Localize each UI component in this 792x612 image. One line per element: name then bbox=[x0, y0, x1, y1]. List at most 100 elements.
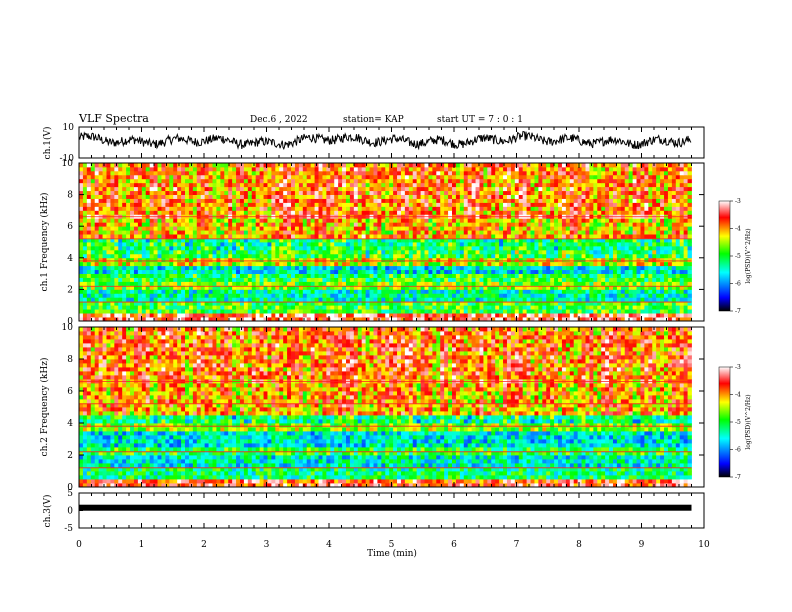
spectrogram-cell bbox=[667, 245, 673, 251]
spectrogram-cell bbox=[550, 293, 555, 298]
spectrogram-cell bbox=[338, 313, 343, 318]
spectrogram-cell bbox=[675, 202, 681, 207]
ch1-spectrogram-image bbox=[79, 163, 692, 322]
spectrogram-cell bbox=[149, 297, 154, 302]
spectrogram-cell bbox=[428, 285, 433, 290]
spectrogram-cell bbox=[267, 293, 272, 298]
spectrogram-cell bbox=[130, 234, 135, 239]
spectrogram-cell bbox=[94, 289, 100, 294]
spectrogram-cell bbox=[275, 289, 280, 294]
spectrogram-cell bbox=[145, 285, 151, 290]
spectrogram-cell bbox=[153, 238, 158, 243]
spectrogram-cell bbox=[239, 257, 245, 263]
spectrogram-cell bbox=[534, 230, 539, 235]
spectrogram-cell bbox=[554, 277, 559, 282]
spectrogram-cell bbox=[538, 230, 543, 235]
spectrogram-cell bbox=[404, 301, 410, 306]
spectrogram-cell bbox=[636, 222, 641, 227]
spectrogram-cell bbox=[251, 269, 257, 274]
spectrogram-cell bbox=[192, 218, 198, 223]
spectrogram-cell bbox=[565, 293, 571, 298]
spectrogram-cell bbox=[259, 198, 264, 203]
spectrogram-cell bbox=[365, 273, 370, 278]
spectrogram-cell bbox=[122, 226, 127, 231]
spectrogram-cell bbox=[322, 317, 327, 322]
spectrogram-cell bbox=[212, 293, 217, 298]
spectrogram-cell bbox=[338, 309, 343, 314]
spectrogram-cell bbox=[306, 317, 312, 322]
spectrogram-cell bbox=[236, 253, 241, 259]
spectrogram-cell bbox=[114, 242, 119, 247]
spectrogram-cell bbox=[137, 309, 143, 314]
spectrogram-cell bbox=[369, 301, 374, 306]
spectrogram-cell bbox=[656, 245, 661, 251]
spectrogram-cell bbox=[153, 253, 158, 259]
spectrogram-cell bbox=[522, 249, 527, 255]
spectrogram-cell bbox=[298, 202, 304, 207]
spectrogram-cell bbox=[130, 317, 135, 322]
spectrogram-cell bbox=[185, 293, 190, 298]
spectrogram-cell bbox=[609, 198, 614, 203]
spectrogram-cell bbox=[173, 226, 178, 231]
spectrogram-cell bbox=[287, 281, 292, 286]
spectrogram-cell bbox=[82, 218, 88, 223]
spectrogram-cell bbox=[263, 234, 268, 239]
spectrogram-cell bbox=[228, 269, 233, 274]
spectrogram-cell bbox=[656, 226, 661, 231]
spectrogram-cell bbox=[232, 226, 237, 231]
spectrogram-cell bbox=[365, 309, 370, 314]
spectrogram-cell bbox=[452, 313, 457, 318]
spectrogram-cell bbox=[428, 309, 433, 314]
spectrogram-cell bbox=[137, 222, 143, 227]
spectrogram-cell bbox=[561, 281, 567, 286]
spectrogram-cell bbox=[208, 230, 213, 235]
spectrogram-cell bbox=[220, 261, 225, 267]
spectrogram-cell bbox=[593, 238, 598, 243]
spectrogram-cell bbox=[420, 242, 425, 247]
spectrogram-cell bbox=[310, 206, 315, 211]
spectrogram-cell bbox=[361, 253, 367, 259]
spectrogram-cell bbox=[169, 269, 174, 274]
spectrogram-cell bbox=[483, 281, 488, 286]
spectrogram-cell bbox=[314, 289, 319, 294]
spectrogram-cell bbox=[365, 277, 370, 282]
spectrogram-cell bbox=[554, 285, 559, 290]
spectrogram-cell bbox=[412, 245, 418, 251]
spectrogram-cell bbox=[365, 245, 370, 251]
spectrogram-cell bbox=[141, 249, 147, 255]
spectrogram-cell bbox=[236, 230, 241, 235]
spectrogram-cell bbox=[302, 293, 308, 298]
spectrogram-cell bbox=[294, 210, 300, 215]
spectrogram-cell bbox=[216, 301, 221, 306]
spectrogram-cell bbox=[404, 281, 410, 286]
spectrogram-cell bbox=[204, 309, 209, 314]
spectrogram-cell bbox=[298, 206, 304, 211]
spectrogram-cell bbox=[573, 206, 579, 211]
spectrogram-cell bbox=[342, 257, 347, 263]
spectrogram-cell bbox=[275, 269, 280, 274]
spectrogram-cell bbox=[291, 289, 296, 294]
spectrogram-cell bbox=[408, 253, 414, 259]
spectrogram-cell bbox=[185, 218, 190, 223]
spectrogram-cell bbox=[467, 253, 473, 259]
spectrogram-cell bbox=[212, 297, 217, 302]
spectrogram-cell bbox=[546, 281, 551, 286]
spectrogram-cell bbox=[220, 309, 225, 314]
spectrogram-cell bbox=[122, 194, 127, 199]
spectrogram-cell bbox=[353, 317, 359, 322]
spectrogram-cell bbox=[452, 230, 457, 235]
spectrogram-cell bbox=[114, 202, 119, 207]
spectrogram-cell bbox=[440, 206, 445, 211]
spectrogram-cell bbox=[126, 297, 131, 302]
spectrogram-cell bbox=[271, 281, 276, 286]
spectrogram-cell bbox=[381, 206, 386, 211]
spectrogram-cell bbox=[298, 309, 304, 314]
spectrogram-cell bbox=[283, 210, 288, 215]
spectrogram-cell bbox=[459, 210, 465, 215]
spectrogram-cell bbox=[620, 238, 626, 243]
spectrogram-cell bbox=[149, 301, 154, 306]
spectrogram-cell bbox=[612, 206, 618, 211]
spectrogram-cell bbox=[475, 309, 480, 314]
spectrogram-cell bbox=[385, 202, 390, 207]
spectrogram-cell bbox=[275, 313, 280, 318]
